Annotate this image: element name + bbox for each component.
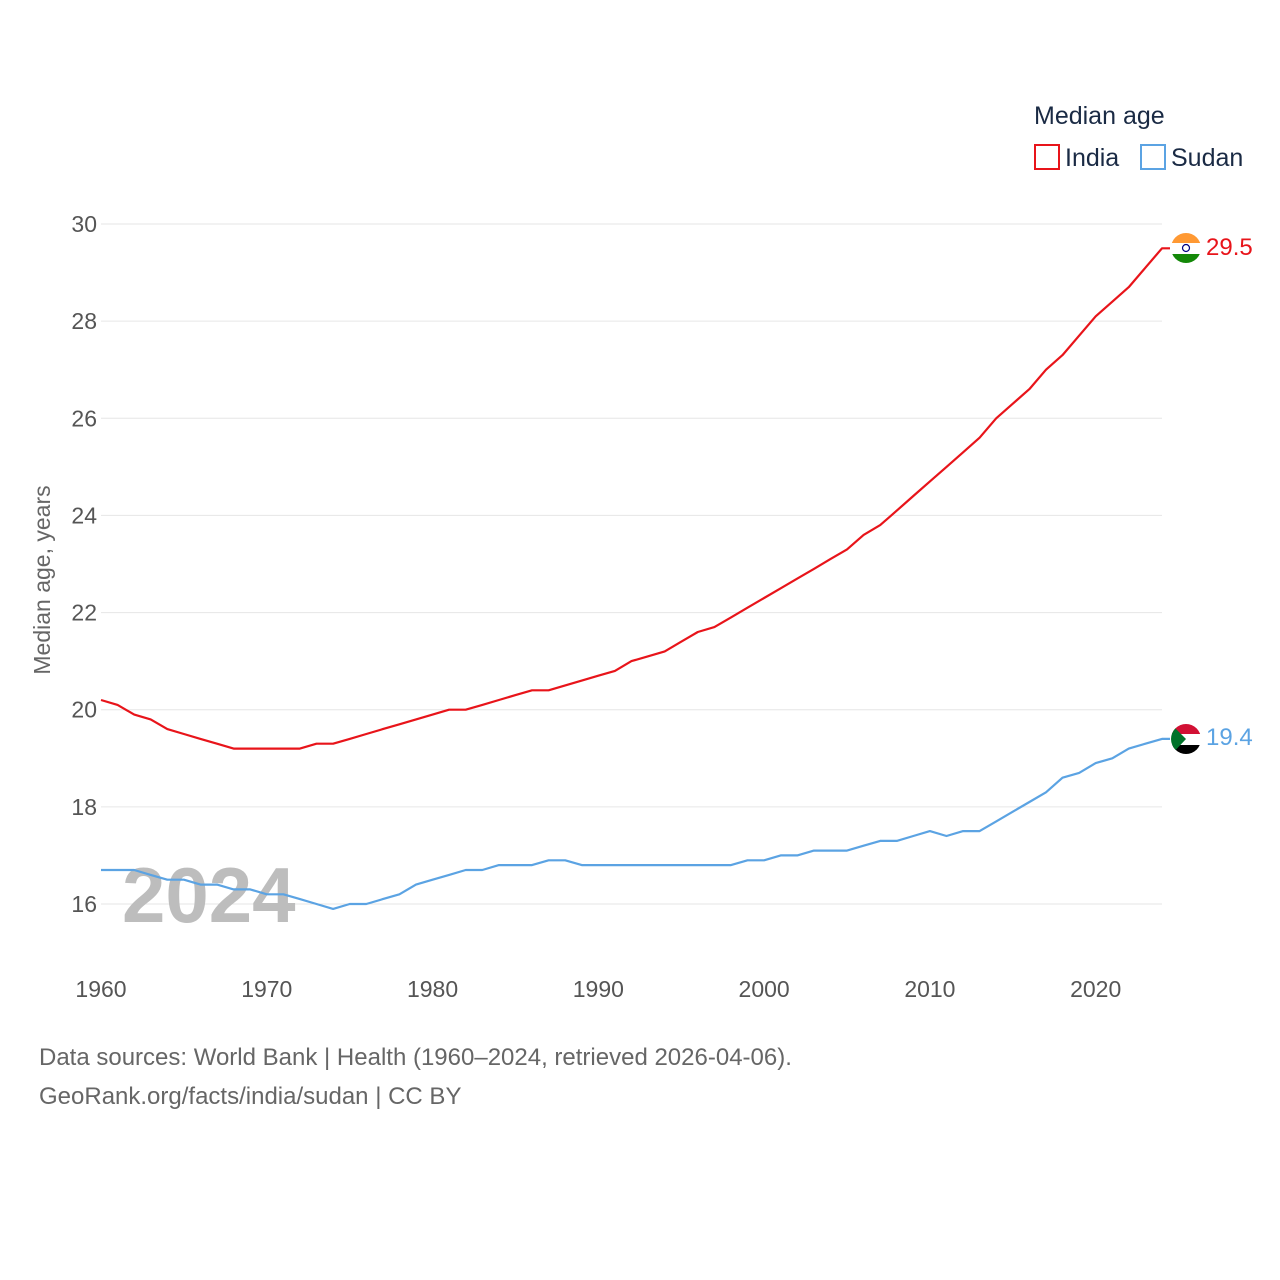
attribution-link[interactable]: GeoRank.org/facts/india/sudan | CC BY [39,1083,462,1110]
sudan-series-line[interactable] [101,737,1170,911]
x-tick-label: 1990 [573,976,624,1002]
series-lines [100,247,1170,911]
x-tick-label: 2010 [904,976,955,1002]
legend-swatch-sudan[interactable] [1140,144,1166,170]
y-tick-label: 18 [71,794,97,820]
y-tick-label: 16 [71,891,97,917]
legend-swatch-india[interactable] [1034,144,1060,170]
sudan-end-label: 19.4 [1206,724,1253,751]
data-source-note: Data sources: World Bank | Health (1960–… [39,1044,792,1071]
india-series-line[interactable] [100,247,1170,750]
x-axis-ticks: 1960 1970 1980 1990 2000 2010 2020 [75,976,1121,1002]
y-tick-label: 22 [71,600,97,626]
india-end-label: 29.5 [1206,234,1253,261]
legend-label-sudan[interactable]: Sudan [1171,144,1243,172]
y-tick-label: 26 [71,405,97,431]
y-axis-title: Median age, years [29,485,55,674]
sudan-flag-icon [1171,724,1201,754]
x-tick-label: 2020 [1070,976,1121,1002]
y-tick-label: 30 [71,211,97,237]
grid-lines [101,223,1162,905]
legend: Median age India Sudan [1034,102,1243,172]
x-tick-label: 1980 [407,976,458,1002]
legend-label-india[interactable]: India [1065,144,1119,172]
y-tick-label: 20 [71,697,97,723]
x-tick-label: 1960 [75,976,126,1002]
y-axis-ticks: 16 18 20 22 24 26 28 30 [71,211,97,917]
legend-title: Median age [1034,102,1165,130]
x-tick-label: 1970 [241,976,292,1002]
median-age-chart: 16 18 20 22 24 26 28 30 1960 1970 1980 1990 2000 201… [29,102,1253,1002]
y-tick-label: 28 [71,308,97,334]
x-tick-label: 2000 [739,976,790,1002]
india-flag-icon [1171,233,1201,263]
y-tick-label: 24 [71,502,97,528]
